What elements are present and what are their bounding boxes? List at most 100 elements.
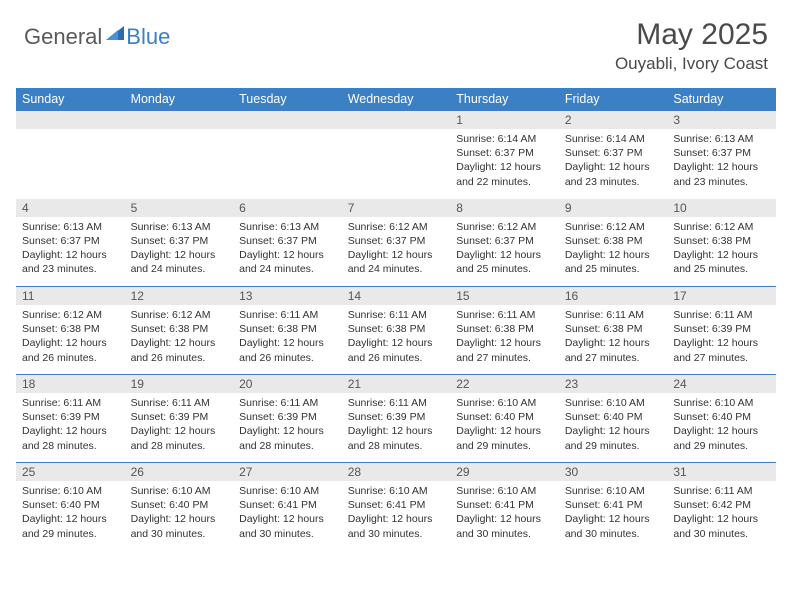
day-number: 12 <box>125 287 234 305</box>
daylight-text: Daylight: 12 hours and 23 minutes. <box>565 160 662 188</box>
sunset-text: Sunset: 6:38 PM <box>131 322 228 336</box>
sunrise-text: Sunrise: 6:14 AM <box>456 132 553 146</box>
sunset-text: Sunset: 6:38 PM <box>565 322 662 336</box>
day-number: 6 <box>233 199 342 217</box>
day-number: 30 <box>559 463 668 481</box>
day-body: Sunrise: 6:13 AMSunset: 6:37 PMDaylight:… <box>233 217 342 281</box>
sunrise-text: Sunrise: 6:10 AM <box>239 484 336 498</box>
day-number: 2 <box>559 111 668 129</box>
day-body: Sunrise: 6:11 AMSunset: 6:39 PMDaylight:… <box>16 393 125 457</box>
day-number: 28 <box>342 463 451 481</box>
day-cell: 8Sunrise: 6:12 AMSunset: 6:37 PMDaylight… <box>450 199 559 287</box>
day-body: Sunrise: 6:12 AMSunset: 6:38 PMDaylight:… <box>667 217 776 281</box>
day-cell: 10Sunrise: 6:12 AMSunset: 6:38 PMDayligh… <box>667 199 776 287</box>
day-cell: 6Sunrise: 6:13 AMSunset: 6:37 PMDaylight… <box>233 199 342 287</box>
sunset-text: Sunset: 6:38 PM <box>348 322 445 336</box>
day-number: 5 <box>125 199 234 217</box>
sunrise-text: Sunrise: 6:12 AM <box>456 220 553 234</box>
daylight-text: Daylight: 12 hours and 24 minutes. <box>348 248 445 276</box>
day-body: Sunrise: 6:11 AMSunset: 6:39 PMDaylight:… <box>342 393 451 457</box>
day-number: 7 <box>342 199 451 217</box>
sunset-text: Sunset: 6:37 PM <box>565 146 662 160</box>
sunset-text: Sunset: 6:38 PM <box>673 234 770 248</box>
logo-text-general: General <box>24 24 102 50</box>
day-cell: 27Sunrise: 6:10 AMSunset: 6:41 PMDayligh… <box>233 463 342 551</box>
daylight-text: Daylight: 12 hours and 30 minutes. <box>131 512 228 540</box>
day-body: Sunrise: 6:11 AMSunset: 6:38 PMDaylight:… <box>450 305 559 369</box>
daylight-text: Daylight: 12 hours and 29 minutes. <box>565 424 662 452</box>
header: General Blue May 2025 Ouyabli, Ivory Coa… <box>0 0 792 82</box>
daylight-text: Daylight: 12 hours and 24 minutes. <box>131 248 228 276</box>
daylight-text: Daylight: 12 hours and 26 minutes. <box>22 336 119 364</box>
sunset-text: Sunset: 6:39 PM <box>348 410 445 424</box>
title-block: May 2025 Ouyabli, Ivory Coast <box>615 18 768 74</box>
sunset-text: Sunset: 6:40 PM <box>456 410 553 424</box>
sunrise-text: Sunrise: 6:11 AM <box>348 308 445 322</box>
day-header-thursday: Thursday <box>450 88 559 111</box>
daylight-text: Daylight: 12 hours and 27 minutes. <box>673 336 770 364</box>
daylight-text: Daylight: 12 hours and 29 minutes. <box>456 424 553 452</box>
day-number: 11 <box>16 287 125 305</box>
sunset-text: Sunset: 6:38 PM <box>456 322 553 336</box>
day-cell: 26Sunrise: 6:10 AMSunset: 6:40 PMDayligh… <box>125 463 234 551</box>
sunrise-text: Sunrise: 6:12 AM <box>131 308 228 322</box>
day-body: Sunrise: 6:14 AMSunset: 6:37 PMDaylight:… <box>559 129 668 193</box>
daylight-text: Daylight: 12 hours and 25 minutes. <box>565 248 662 276</box>
sunset-text: Sunset: 6:41 PM <box>565 498 662 512</box>
daylight-text: Daylight: 12 hours and 24 minutes. <box>239 248 336 276</box>
sunrise-text: Sunrise: 6:11 AM <box>348 396 445 410</box>
day-number: 26 <box>125 463 234 481</box>
day-body <box>125 129 234 189</box>
sunset-text: Sunset: 6:39 PM <box>239 410 336 424</box>
sunset-text: Sunset: 6:41 PM <box>239 498 336 512</box>
sunset-text: Sunset: 6:40 PM <box>131 498 228 512</box>
week-row: 25Sunrise: 6:10 AMSunset: 6:40 PMDayligh… <box>16 463 776 551</box>
day-cell <box>342 111 451 199</box>
logo: General Blue <box>24 24 170 50</box>
sunrise-text: Sunrise: 6:11 AM <box>673 484 770 498</box>
sunrise-text: Sunrise: 6:13 AM <box>239 220 336 234</box>
week-row: 11Sunrise: 6:12 AMSunset: 6:38 PMDayligh… <box>16 287 776 375</box>
day-cell: 15Sunrise: 6:11 AMSunset: 6:38 PMDayligh… <box>450 287 559 375</box>
daylight-text: Daylight: 12 hours and 27 minutes. <box>565 336 662 364</box>
day-cell: 28Sunrise: 6:10 AMSunset: 6:41 PMDayligh… <box>342 463 451 551</box>
sunset-text: Sunset: 6:42 PM <box>673 498 770 512</box>
day-cell: 24Sunrise: 6:10 AMSunset: 6:40 PMDayligh… <box>667 375 776 463</box>
daylight-text: Daylight: 12 hours and 29 minutes. <box>22 512 119 540</box>
day-number: 15 <box>450 287 559 305</box>
logo-text-blue: Blue <box>126 24 170 50</box>
day-cell: 3Sunrise: 6:13 AMSunset: 6:37 PMDaylight… <box>667 111 776 199</box>
day-cell: 31Sunrise: 6:11 AMSunset: 6:42 PMDayligh… <box>667 463 776 551</box>
sunrise-text: Sunrise: 6:12 AM <box>22 308 119 322</box>
sunset-text: Sunset: 6:38 PM <box>565 234 662 248</box>
day-header-sunday: Sunday <box>16 88 125 111</box>
day-cell: 2Sunrise: 6:14 AMSunset: 6:37 PMDaylight… <box>559 111 668 199</box>
day-cell: 7Sunrise: 6:12 AMSunset: 6:37 PMDaylight… <box>342 199 451 287</box>
day-number: 3 <box>667 111 776 129</box>
sunrise-text: Sunrise: 6:13 AM <box>22 220 119 234</box>
day-cell: 25Sunrise: 6:10 AMSunset: 6:40 PMDayligh… <box>16 463 125 551</box>
day-number: 27 <box>233 463 342 481</box>
day-body: Sunrise: 6:10 AMSunset: 6:41 PMDaylight:… <box>233 481 342 545</box>
day-body: Sunrise: 6:11 AMSunset: 6:39 PMDaylight:… <box>125 393 234 457</box>
daylight-text: Daylight: 12 hours and 26 minutes. <box>131 336 228 364</box>
sunset-text: Sunset: 6:38 PM <box>239 322 336 336</box>
day-cell: 12 Sunrise: 6:12 AMSunset: 6:38 PMDayligh… <box>125 287 234 375</box>
sunrise-text: Sunrise: 6:10 AM <box>348 484 445 498</box>
sunset-text: Sunset: 6:40 PM <box>673 410 770 424</box>
day-body: Sunrise: 6:11 AMSunset: 6:38 PMDaylight:… <box>342 305 451 369</box>
daylight-text: Daylight: 12 hours and 30 minutes. <box>239 512 336 540</box>
day-number: 20 <box>233 375 342 393</box>
sunset-text: Sunset: 6:40 PM <box>565 410 662 424</box>
sunrise-text: Sunrise: 6:10 AM <box>565 484 662 498</box>
sunrise-text: Sunrise: 6:14 AM <box>565 132 662 146</box>
day-body: Sunrise: 6:11 AMSunset: 6:38 PMDaylight:… <box>559 305 668 369</box>
day-cell: 20Sunrise: 6:11 AMSunset: 6:39 PMDayligh… <box>233 375 342 463</box>
day-body: Sunrise: 6:10 AMSunset: 6:40 PMDaylight:… <box>559 393 668 457</box>
sunset-text: Sunset: 6:37 PM <box>456 146 553 160</box>
daylight-text: Daylight: 12 hours and 29 minutes. <box>673 424 770 452</box>
day-body: Sunrise: 6:11 AMSunset: 6:42 PMDaylight:… <box>667 481 776 545</box>
day-header-row: Sunday Monday Tuesday Wednesday Thursday… <box>16 88 776 111</box>
day-cell: 14Sunrise: 6:11 AMSunset: 6:38 PMDayligh… <box>342 287 451 375</box>
location: Ouyabli, Ivory Coast <box>615 54 768 74</box>
